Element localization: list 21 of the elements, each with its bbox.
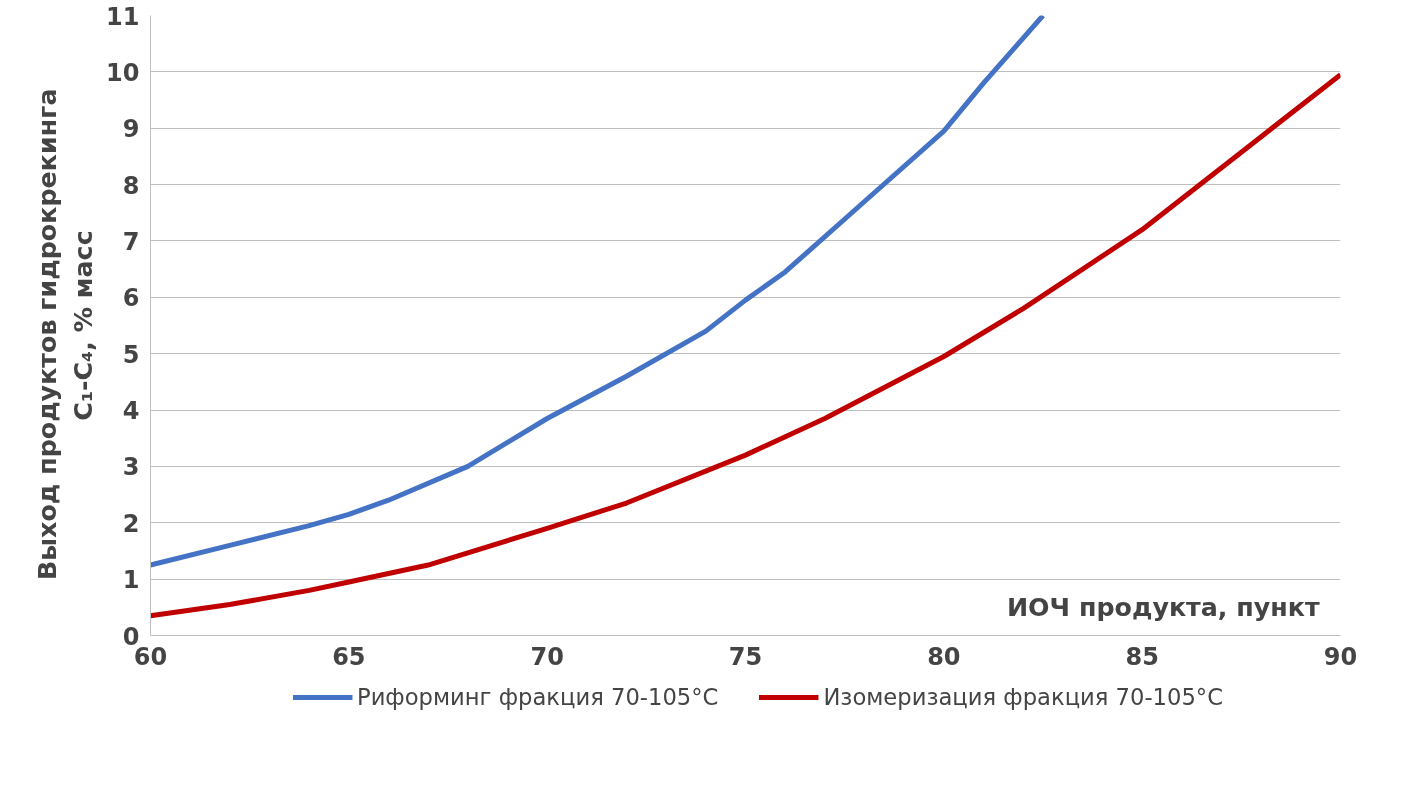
y-tick-label: 10: [106, 58, 140, 87]
y-tick-label: 3: [122, 453, 140, 482]
x-tick-label: 80: [927, 642, 961, 671]
y-tick-label: 5: [122, 340, 140, 369]
legend-label: Риформинг фракция 70-105°C: [356, 684, 719, 710]
x-tick-label: 90: [1323, 642, 1358, 671]
x-tick-label: 65: [332, 642, 366, 671]
x-tick-label: 75: [728, 642, 763, 671]
y-tick-label: 6: [122, 284, 140, 313]
y-tick-label: 1: [122, 566, 140, 595]
y-tick-label: 7: [122, 227, 140, 256]
y-tick-label: 2: [122, 509, 140, 538]
y-tick-label: 9: [122, 115, 140, 144]
x-tick-label: 70: [530, 642, 564, 671]
x-axis-title: ИОЧ продукта, пункт: [1006, 591, 1320, 622]
y-tick-label: 4: [122, 397, 140, 426]
y-tick-label: 11: [106, 2, 140, 31]
y-axis-title: Выход продуктов гидрокрекинга C₁-C₄, % масс: [32, 88, 99, 581]
y-tick-label: 8: [122, 171, 140, 200]
x-tick-label: 85: [1125, 642, 1159, 671]
legend-label: Изомеризация фракция 70-105°C: [823, 684, 1224, 710]
